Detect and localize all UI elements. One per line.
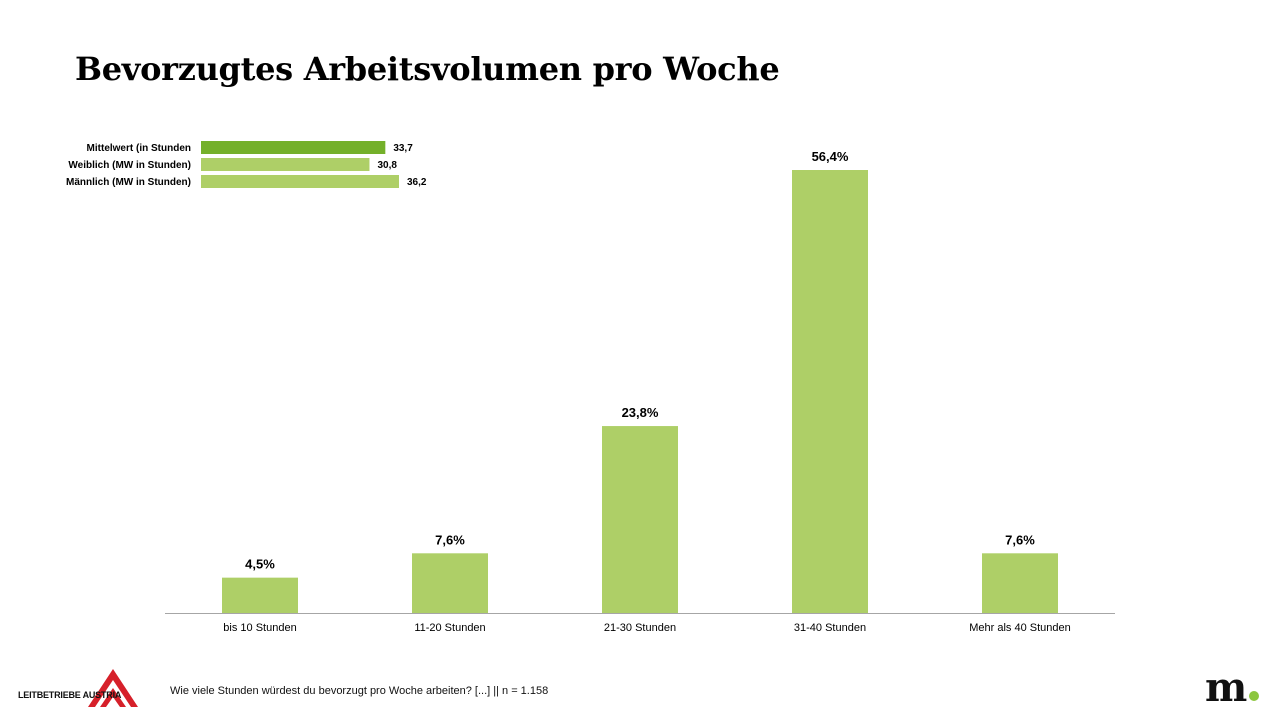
category-tick-label: Mehr als 40 Stunden [969, 622, 1071, 634]
bar-value-label: 7,6% [1005, 532, 1035, 547]
bar [222, 577, 298, 613]
mean-value-label: 33,7 [393, 143, 413, 154]
category-tick-label: bis 10 Stunden [223, 622, 296, 634]
leitbetriebe-austria-logo: LEITBETRIEBE AUSTRIA [18, 667, 143, 709]
bar-value-label: 56,4% [812, 149, 849, 164]
mean-category-label: Mittelwert (in Stunden [87, 143, 191, 154]
mean-category-label: Männlich (MW in Stunden) [66, 177, 191, 188]
bar [412, 553, 488, 613]
category-tick-label: 11-20 Stunden [414, 622, 485, 634]
mean-value-label: 30,8 [377, 160, 397, 171]
question-footnote: Wie viele Stunden würdest du bevorzugt p… [170, 685, 549, 697]
bar [792, 170, 868, 613]
category-tick-label: 31-40 Stunden [794, 622, 866, 634]
bar-value-label: 7,6% [435, 532, 465, 547]
m-brand-logo: m [1205, 668, 1260, 708]
mean-bar [201, 175, 399, 188]
brand-dot-icon [1249, 691, 1260, 701]
page-title: Bevorzugtes Arbeitsvolumen pro Woche [75, 50, 780, 88]
mean-hours-chart: Mittelwert (in Stunden 33,7 Weiblich (MW i… [66, 141, 427, 188]
leitbetriebe-austria-wordmark: LEITBETRIEBE AUSTRIA [18, 690, 122, 700]
mean-category-label: Weiblich (MW in Stunden) [68, 160, 191, 171]
bar-value-label: 4,5% [245, 557, 275, 572]
mean-value-label: 36,2 [407, 177, 427, 188]
mean-bar [201, 158, 370, 171]
bar-value-label: 23,8% [622, 405, 659, 420]
bar [602, 426, 678, 613]
category-tick-label: 21-30 Stunden [604, 622, 676, 634]
leitbetriebe-austria-emblem [88, 669, 138, 707]
mean-bar [201, 141, 386, 154]
bar [982, 553, 1058, 613]
hours-distribution-chart: 4,5% bis 10 Stunden 7,6% 11-20 Stunden 23,8%… [165, 149, 1115, 634]
